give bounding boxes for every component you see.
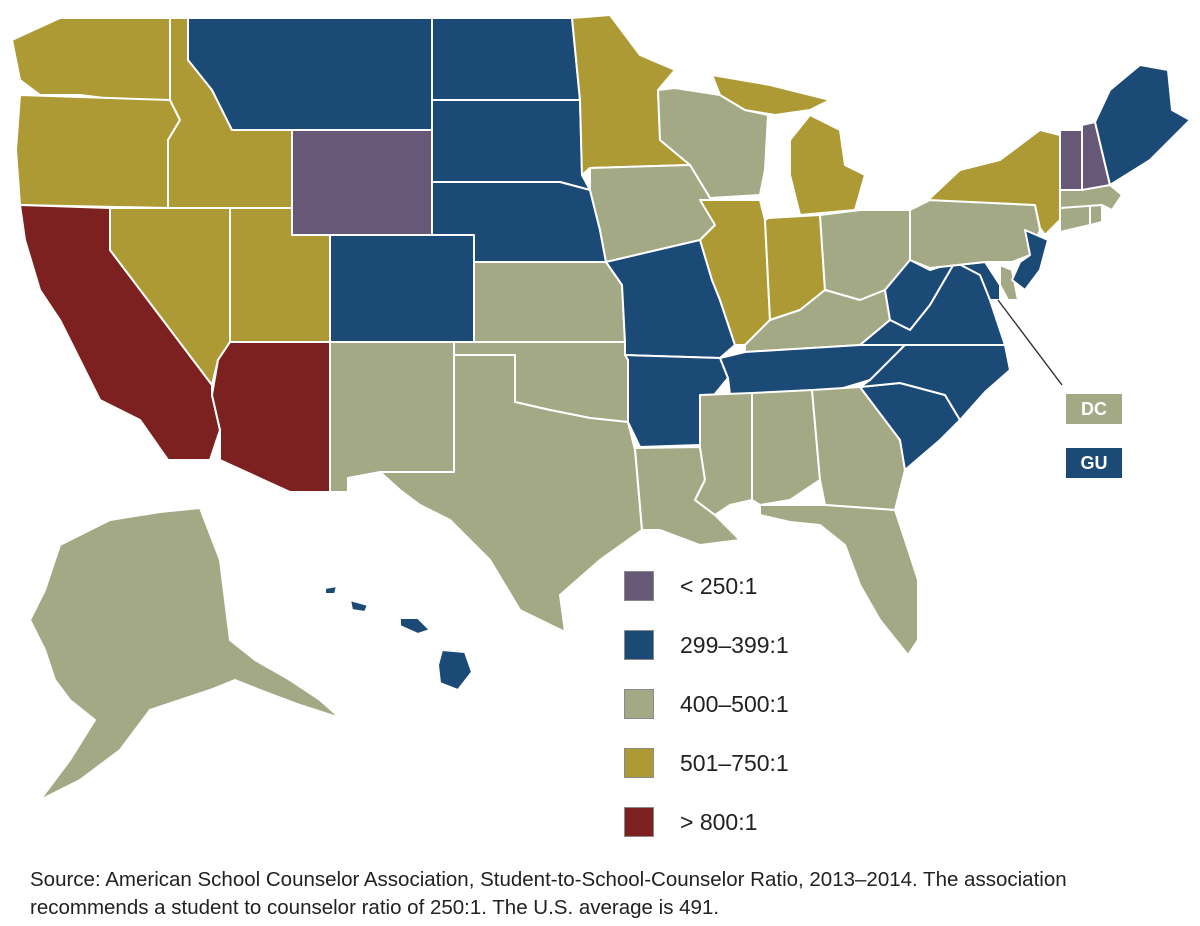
- legend-swatch: [624, 630, 654, 660]
- legend-label: 501–750:1: [680, 749, 789, 776]
- state-florida: [759, 504, 919, 656]
- state-new-mexico: [329, 341, 455, 493]
- state-wyoming: [291, 129, 433, 236]
- legend-label: 299–399:1: [680, 631, 789, 658]
- dc-leader-line: [997, 299, 1063, 386]
- state-alaska: [29, 507, 341, 801]
- state-texas: [379, 354, 643, 633]
- state-alabama: [751, 389, 821, 506]
- state-michigan: [711, 74, 866, 216]
- state-kansas: [473, 261, 626, 343]
- legend: < 250:1 299–399:1 400–500:1 501–750:1 > …: [624, 566, 884, 861]
- legend-item: 501–750:1: [624, 743, 884, 783]
- legend-item: < 250:1: [624, 566, 884, 606]
- state-delaware: [999, 264, 1019, 301]
- state-new-jersey: [1011, 229, 1049, 291]
- state-illinois: [699, 199, 771, 346]
- legend-swatch: [624, 748, 654, 778]
- state-vermont: [1059, 129, 1083, 191]
- us-map: [11, 14, 1191, 801]
- legend-item: 299–399:1: [624, 625, 884, 665]
- state-pennsylvania: [909, 199, 1041, 269]
- legend-label: > 800:1: [680, 808, 758, 835]
- state-north-dakota: [431, 17, 581, 101]
- legend-swatch: [624, 689, 654, 719]
- state-south-dakota: [431, 99, 591, 191]
- state-oregon: [15, 94, 181, 209]
- state-arizona: [211, 341, 331, 493]
- state-washington: [11, 17, 171, 101]
- legend-swatch: [624, 571, 654, 601]
- dc-label: DC: [1066, 394, 1122, 424]
- gu-label: GU: [1066, 448, 1122, 478]
- state-montana: [187, 17, 433, 131]
- state-maine: [1094, 64, 1191, 186]
- state-rhode-island: [1089, 204, 1103, 226]
- state-hawaii: [324, 585, 473, 691]
- state-connecticut: [1059, 204, 1091, 233]
- legend-label: < 250:1: [680, 572, 758, 599]
- source-note: Source: American School Counselor Associ…: [30, 868, 1067, 919]
- legend-item: 400–500:1: [624, 684, 884, 724]
- legend-label: 400–500:1: [680, 690, 789, 717]
- legend-swatch: [624, 807, 654, 837]
- state-colorado: [329, 234, 475, 343]
- legend-item: > 800:1: [624, 802, 884, 842]
- state-mississippi: [694, 392, 753, 516]
